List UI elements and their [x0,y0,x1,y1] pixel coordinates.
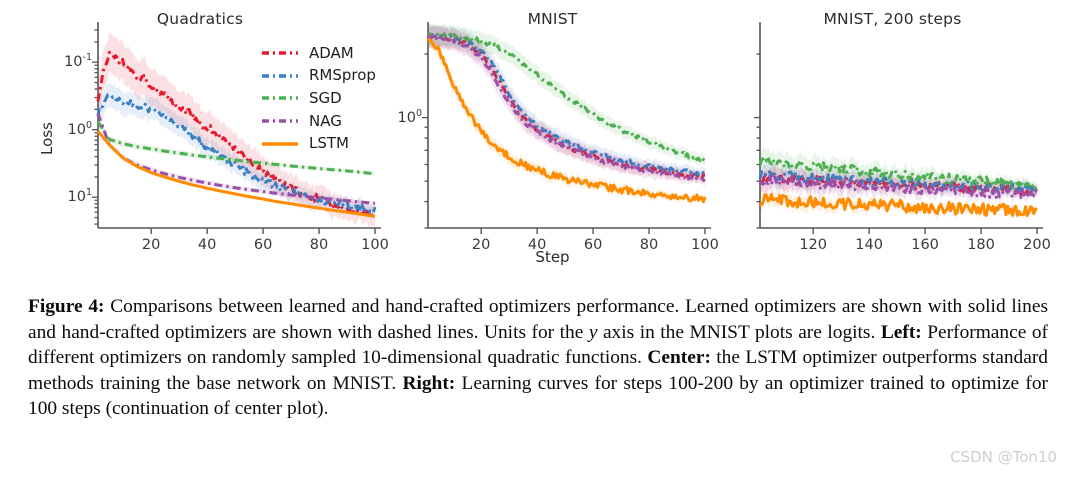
x-tick-label: 40 [197,237,217,253]
confidence-band [428,23,705,180]
y-tick-label: 100 [67,119,93,138]
series-line-rmsprop [758,170,1038,196]
plot-area-quadratics [92,22,381,234]
legend-item: SGD [262,87,376,110]
x-tick-label: 100 [691,237,719,253]
x-tick-label: 80 [309,237,329,253]
plot-area-mnist [422,22,711,234]
x-tick-label: 100 [361,237,389,253]
caption-bold-left: Left: [880,321,922,343]
caption-math-y: y [588,321,598,343]
legend: ADAM RMSprop SGD NAG LSTM [262,42,376,155]
legend-label-nag: NAG [309,111,342,130]
caption-text-2: axis in the MNIST plots are logits. [597,321,881,343]
series-line-adam [427,34,706,180]
confidence-band [98,32,375,228]
series-line-lstm [427,37,707,204]
x-axis-title-step: Step [535,248,570,266]
legend-item: LSTM [262,132,376,155]
confidence-band [428,23,705,166]
confidence-band [428,24,705,187]
confidence-band [760,146,1037,194]
x-tick-label: 80 [639,237,659,253]
panel-title-mnist: MNIST [527,10,578,28]
series-line-nag [96,112,376,205]
caption-bold-right: Right: [402,372,456,394]
legend-item: ADAM [262,42,376,65]
panel-title-mnist-200: MNIST, 200 steps [823,10,962,28]
legend-label-rmsprop: RMSprop [309,66,376,85]
figure-caption: Figure 4: Comparisons between learned an… [28,294,1048,422]
legend-label-sgd: SGD [309,88,342,107]
x-tick-label: 120 [799,237,827,253]
x-tick-label: 180 [967,237,995,253]
confidence-band [98,82,375,219]
y-tick-label: 10-1 [64,52,92,71]
y-tick-label: 100 [397,107,423,126]
x-tick-label: 60 [253,237,273,253]
caption-bold-center: Center: [647,347,711,368]
series-line-rmsprop [426,32,706,177]
legend-line-swatch-lstm [262,137,298,151]
series-line-sgd [96,121,376,176]
x-tick-label: 20 [471,237,491,253]
series-line-sgd [758,155,1038,191]
plot-area-mnist-200 [754,22,1043,234]
x-tick-label: 200 [1023,237,1051,253]
caption-text-5: Learning curves for steps 100-200 by an … [28,372,1048,420]
legend-label-lstm: LSTM [309,134,349,153]
x-tick-label: 160 [911,237,939,253]
legend-label-adam: ADAM [309,43,354,62]
watermark: CSDN @Ton10 [950,448,1057,466]
x-tick-label: 20 [141,237,161,253]
legend-item: RMSprop [262,65,376,88]
caption-text-3: Performance of different optimizers on r… [28,321,1048,369]
legend-line-swatch-rmsprop [262,69,298,83]
confidence-band [760,165,1037,204]
legend-line-swatch-adam [262,46,298,60]
panel-title-quadratics: Quadratics [156,10,244,28]
x-tick-label: 40 [527,237,547,253]
series-line-lstm [96,130,376,218]
chart-panel-mnist: MNIST Step 100 20 40 60 80 100 [375,0,730,280]
x-tick-label: 140 [855,237,883,253]
caption-figure-number: Figure 4: [28,296,105,317]
legend-line-swatch-sgd [262,91,298,105]
caption-text-1: Comparisons between learned and hand-cra… [28,296,1049,343]
legend-item: NAG [262,110,376,133]
x-tick-label: 60 [583,237,603,253]
confidence-band [98,109,375,206]
caption-text-4: the LSTM optimizer outperforms standard … [28,347,1048,394]
series-line-rmsprop [96,93,377,214]
chart-panel-mnist-200-steps: MNIST, 200 steps 120 140 160 180 200 [710,0,1075,280]
chart-panel-quadratics: Quadratics Loss ADAM RMSprop SGD NAG L [0,0,400,280]
y-tick-label: 101 [67,187,93,206]
legend-line-swatch-nag [262,114,298,128]
series-line-sgd [426,32,706,163]
figure-panel-group: Quadratics Loss ADAM RMSprop SGD NAG L [0,0,1075,280]
series-line-lstm [759,193,1038,217]
